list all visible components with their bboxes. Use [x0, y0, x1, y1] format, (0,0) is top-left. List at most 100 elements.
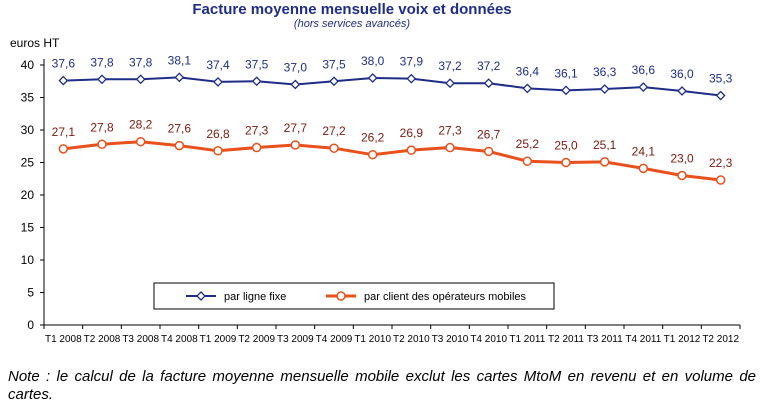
- x-tick-label: T4 2011: [625, 334, 661, 345]
- x-tick-label: T3 2009: [277, 334, 314, 345]
- data-point-mobile: [135, 136, 146, 147]
- data-point-mobile: [638, 163, 649, 174]
- data-point-mobile: [213, 146, 223, 156]
- data-point-mobile: [522, 156, 533, 166]
- data-point-mobile: [483, 146, 494, 157]
- data-label-mobile: 27,2: [322, 124, 346, 138]
- data-label-fixe: 37,0: [284, 61, 308, 75]
- data-point-fixe: [367, 73, 378, 83]
- y-tick-label: 0: [27, 318, 34, 332]
- data-point-fixe: [445, 78, 455, 89]
- chart: Facture moyenne mensuelle voix et donnée…: [10, 1, 741, 345]
- x-tick-label: T1 2010: [354, 334, 391, 345]
- data-label-fixe: 36,1: [554, 66, 578, 80]
- data-point-fixe: [599, 84, 610, 94]
- legend-label-mobile: par client des opérateurs mobiles: [364, 291, 527, 303]
- data-label-mobile: 26,7: [477, 127, 501, 141]
- data-label-mobile: 24,1: [632, 144, 656, 158]
- data-label-fixe: 37,2: [438, 59, 462, 73]
- x-tick-label: T3 2011: [587, 334, 623, 345]
- data-point-fixe: [174, 72, 185, 83]
- x-tick-label: T1 2011: [509, 334, 545, 345]
- data-point-mobile: [677, 170, 687, 181]
- data-label-mobile: 22,3: [709, 156, 733, 170]
- data-label-mobile: 25,0: [554, 139, 578, 153]
- data-label-fixe: 37,5: [245, 57, 269, 71]
- data-label-mobile: 27,8: [90, 120, 114, 134]
- y-tick-label: 15: [21, 221, 35, 235]
- x-tick-label: T4 2010: [470, 334, 507, 345]
- data-label-mobile: 27,1: [52, 125, 76, 139]
- data-point-mobile: [174, 140, 185, 151]
- data-label-mobile: 27,6: [168, 122, 192, 136]
- data-label-mobile: 28,2: [129, 118, 153, 132]
- series-line-fixe: [63, 76, 721, 97]
- data-point-fixe: [638, 82, 649, 93]
- y-tick-label: 10: [21, 253, 35, 267]
- data-point-mobile: [58, 144, 69, 154]
- data-label-fixe: 37,5: [322, 57, 346, 71]
- data-point-mobile: [290, 140, 301, 150]
- data-label-mobile: 27,3: [245, 124, 269, 138]
- data-label-mobile: 27,7: [284, 121, 308, 135]
- y-tick-label: 25: [21, 156, 35, 170]
- data-label-fixe: 36,3: [593, 65, 617, 79]
- data-label-fixe: 38,0: [361, 54, 385, 68]
- data-point-fixe: [135, 74, 146, 85]
- y-tick-label: 35: [21, 91, 35, 105]
- data-label-fixe: 35,3: [709, 72, 733, 86]
- series-line-mobile: [63, 140, 721, 182]
- data-point-fixe: [213, 76, 223, 87]
- y-tick-label: 5: [27, 286, 34, 300]
- data-point-fixe: [561, 85, 571, 96]
- data-point-fixe: [329, 76, 339, 87]
- data-label-fixe: 36,4: [516, 64, 540, 78]
- x-tick-label: T1 2008: [45, 334, 82, 345]
- data-point-mobile: [715, 175, 726, 185]
- data-label-mobile: 27,3: [438, 124, 462, 138]
- data-label-mobile: 25,1: [593, 138, 617, 152]
- data-point-fixe: [677, 86, 687, 96]
- x-tick-label: T4 2008: [161, 334, 198, 345]
- data-label-fixe: 37,9: [400, 55, 424, 69]
- chart-note: Note : le calcul de la facture moyenne m…: [8, 368, 756, 403]
- data-label-fixe: 36,6: [632, 63, 656, 77]
- data-point-mobile: [599, 157, 610, 167]
- data-label-fixe: 37,6: [52, 57, 76, 71]
- x-tick-label: T3 2010: [432, 334, 469, 345]
- data-label-mobile: 23,0: [670, 152, 694, 166]
- data-label-mobile: 26,9: [400, 126, 424, 140]
- x-tick-label: T2 2009: [238, 334, 275, 345]
- data-point-fixe: [251, 76, 262, 87]
- x-tick-label: T1 2009: [200, 334, 237, 345]
- data-label-mobile: 25,2: [516, 137, 540, 151]
- data-point-fixe: [406, 73, 417, 84]
- data-point-fixe: [483, 78, 494, 89]
- data-point-mobile: [406, 145, 417, 155]
- data-label-fixe: 38,1: [168, 53, 192, 67]
- data-point-fixe: [715, 90, 726, 101]
- x-tick-label: T4 2009: [316, 334, 353, 345]
- data-label-fixe: 36,0: [670, 67, 694, 81]
- y-tick-label: 20: [21, 188, 35, 202]
- y-tick-label: 40: [21, 58, 35, 72]
- data-point-mobile: [251, 142, 262, 153]
- x-tick-label: T2 2011: [548, 334, 584, 345]
- x-tick-label: T3 2008: [122, 334, 159, 345]
- data-label-fixe: 37,8: [129, 55, 153, 69]
- data-point-fixe: [290, 79, 301, 90]
- data-point-mobile: [329, 143, 339, 153]
- data-point-mobile: [97, 139, 107, 150]
- x-tick-label: T2 2012: [702, 334, 739, 345]
- y-axis-label: euros HT: [10, 36, 60, 50]
- data-label-mobile: 26,2: [361, 131, 385, 145]
- data-point-mobile: [367, 149, 378, 160]
- data-point-mobile: [445, 142, 455, 153]
- data-label-fixe: 37,8: [90, 55, 114, 69]
- data-point-mobile: [561, 157, 571, 168]
- legend-marker-fixe: [196, 291, 206, 301]
- data-label-fixe: 37,4: [206, 58, 230, 72]
- chart-subtitle: (hors services avancés): [294, 18, 410, 30]
- legend-label-fixe: par ligne fixe: [224, 291, 286, 303]
- data-point-fixe: [58, 75, 69, 86]
